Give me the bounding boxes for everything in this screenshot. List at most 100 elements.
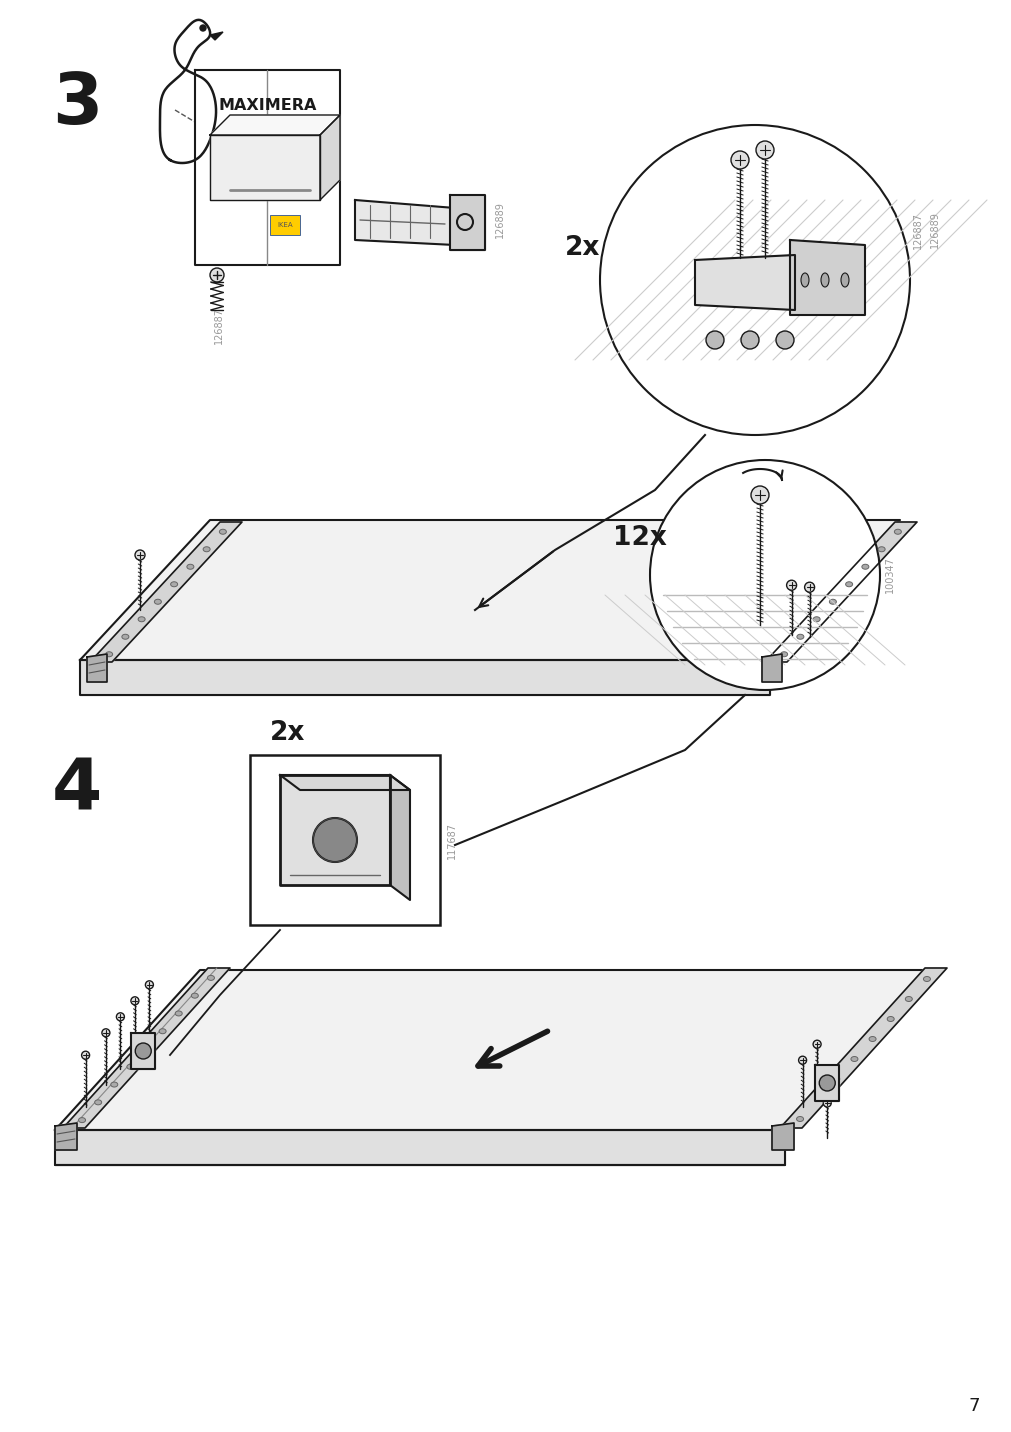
Text: 2x: 2x [564, 235, 600, 261]
Ellipse shape [779, 652, 787, 657]
Polygon shape [55, 1130, 785, 1166]
Text: 126889: 126889 [494, 202, 504, 239]
Polygon shape [771, 1123, 794, 1150]
Text: 7: 7 [968, 1398, 979, 1415]
Ellipse shape [894, 530, 901, 534]
Ellipse shape [155, 599, 161, 604]
Circle shape [200, 24, 206, 32]
Ellipse shape [840, 274, 848, 286]
Ellipse shape [159, 1028, 166, 1034]
Polygon shape [80, 520, 899, 660]
Ellipse shape [829, 599, 835, 604]
Circle shape [134, 550, 145, 560]
Polygon shape [355, 200, 455, 245]
Ellipse shape [187, 564, 194, 570]
Polygon shape [764, 523, 916, 662]
Bar [250, 755, 440, 925]
Ellipse shape [868, 1037, 876, 1041]
Ellipse shape [207, 975, 214, 981]
Circle shape [312, 818, 357, 862]
Text: IKEA: IKEA [277, 222, 292, 228]
Ellipse shape [820, 274, 828, 286]
Circle shape [755, 140, 773, 159]
Circle shape [130, 997, 139, 1005]
Ellipse shape [171, 581, 178, 587]
Circle shape [706, 331, 723, 349]
Polygon shape [195, 70, 340, 265]
Text: 126887: 126887 [912, 212, 922, 249]
Polygon shape [210, 135, 319, 200]
Text: 126887: 126887 [213, 306, 223, 344]
Circle shape [786, 580, 796, 590]
Polygon shape [695, 255, 795, 309]
Ellipse shape [796, 1117, 803, 1121]
Circle shape [210, 268, 223, 282]
Text: 12x: 12x [613, 526, 666, 551]
Polygon shape [90, 523, 242, 662]
Circle shape [102, 1028, 110, 1037]
Ellipse shape [203, 547, 210, 551]
Circle shape [740, 331, 758, 349]
Text: 3: 3 [52, 70, 102, 139]
Polygon shape [87, 654, 107, 682]
Circle shape [600, 125, 909, 435]
Text: 2x: 2x [270, 720, 305, 746]
Polygon shape [389, 775, 409, 899]
Circle shape [798, 1057, 806, 1064]
Ellipse shape [832, 1077, 839, 1081]
Ellipse shape [887, 1017, 894, 1021]
Ellipse shape [796, 634, 803, 639]
Polygon shape [761, 654, 782, 682]
Circle shape [116, 1012, 124, 1021]
Circle shape [775, 331, 794, 349]
Ellipse shape [812, 617, 819, 621]
Ellipse shape [922, 977, 929, 981]
Ellipse shape [191, 994, 198, 998]
Polygon shape [280, 775, 409, 790]
Polygon shape [131, 1032, 155, 1070]
Polygon shape [280, 775, 389, 885]
Ellipse shape [121, 634, 128, 639]
Circle shape [819, 1075, 834, 1091]
Polygon shape [80, 660, 769, 695]
Circle shape [146, 981, 154, 990]
Text: MAXIMERA: MAXIMERA [218, 97, 316, 113]
Ellipse shape [861, 564, 868, 570]
Polygon shape [450, 195, 484, 251]
Ellipse shape [137, 617, 145, 621]
Circle shape [82, 1051, 90, 1060]
Circle shape [804, 583, 814, 593]
Ellipse shape [175, 1011, 182, 1015]
Ellipse shape [105, 652, 112, 657]
Ellipse shape [143, 1047, 150, 1051]
Polygon shape [779, 968, 946, 1128]
Polygon shape [210, 115, 340, 135]
Polygon shape [319, 115, 340, 200]
Text: 126889: 126889 [929, 212, 939, 248]
Polygon shape [210, 32, 222, 40]
Ellipse shape [219, 530, 226, 534]
Circle shape [812, 1040, 820, 1048]
Ellipse shape [110, 1083, 117, 1087]
Polygon shape [55, 969, 929, 1130]
Ellipse shape [126, 1064, 133, 1070]
Ellipse shape [814, 1097, 821, 1101]
Ellipse shape [95, 1100, 101, 1106]
Circle shape [822, 1098, 830, 1107]
Ellipse shape [801, 274, 808, 286]
Polygon shape [815, 1065, 838, 1101]
Text: 117687: 117687 [447, 822, 457, 859]
Text: 4: 4 [52, 755, 102, 823]
Circle shape [649, 460, 880, 690]
Polygon shape [55, 1123, 77, 1150]
Ellipse shape [850, 1057, 857, 1061]
Circle shape [135, 1042, 151, 1060]
Ellipse shape [845, 581, 852, 587]
Ellipse shape [878, 547, 885, 551]
Polygon shape [63, 968, 229, 1128]
Circle shape [750, 485, 768, 504]
Text: 100347: 100347 [885, 557, 894, 593]
Circle shape [730, 150, 748, 169]
Polygon shape [790, 241, 864, 315]
Ellipse shape [905, 997, 911, 1001]
